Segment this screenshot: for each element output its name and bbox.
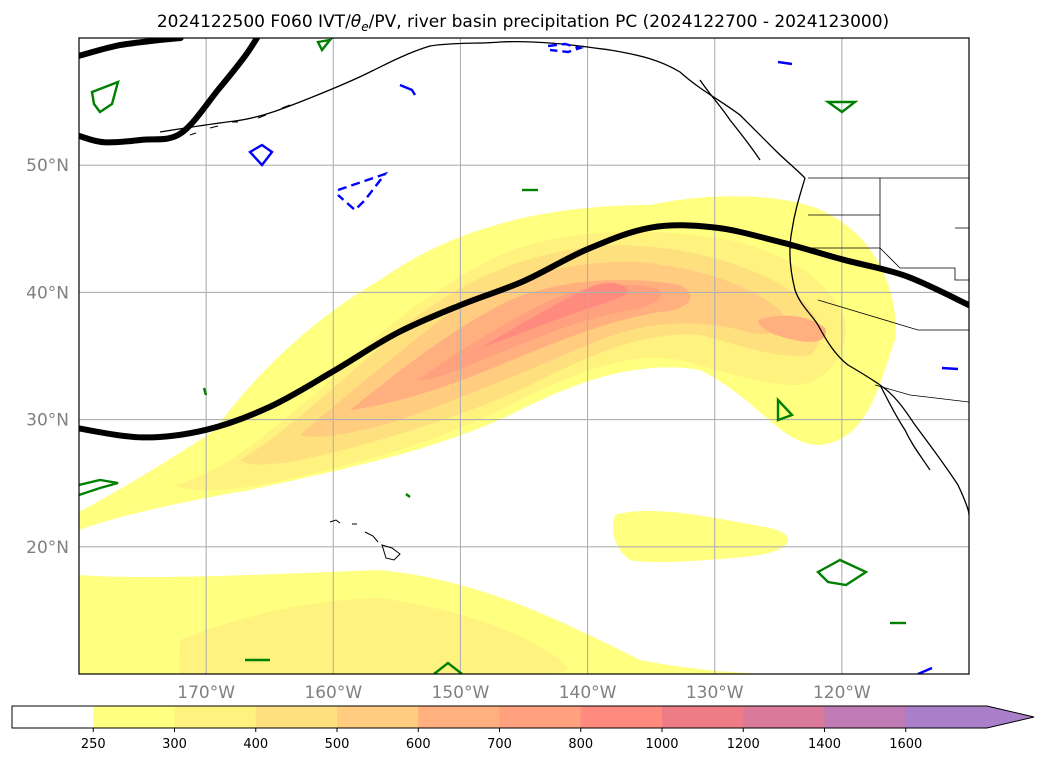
colorbar-segment xyxy=(337,706,419,728)
colorbar-tick-label: 800 xyxy=(568,737,593,752)
pv-contour-negative xyxy=(941,366,959,371)
colorbar-segment xyxy=(174,706,257,728)
pv-contour-positive xyxy=(776,396,795,422)
colorbar-tick-label: 400 xyxy=(243,737,268,752)
lat-lon-grid xyxy=(79,38,969,674)
lon-tick-label: 140°W xyxy=(559,683,617,703)
colorbar-tick-label: 1200 xyxy=(727,737,760,752)
colorbar-segment xyxy=(743,706,825,728)
pv-contour-positive xyxy=(816,558,869,587)
alaska-panhandle xyxy=(699,79,761,161)
pv-contour-positive xyxy=(405,493,411,498)
ivt-band-250-mid xyxy=(613,510,789,563)
colorbar-segment xyxy=(824,706,907,728)
colorbar-segment xyxy=(499,706,582,728)
pv-contour-negative xyxy=(917,666,933,674)
colorbar-segment xyxy=(93,706,175,728)
lon-tick-label: 120°W xyxy=(813,683,871,703)
coastlines xyxy=(159,40,969,516)
colorbar-tick-label: 300 xyxy=(162,737,187,752)
ivt-band-800 xyxy=(480,282,628,348)
hawaii-islands xyxy=(329,519,401,561)
colorbar-extend-arrow xyxy=(987,706,1034,728)
pv-contour-positive xyxy=(433,661,463,674)
lon-tick-label: 170°W xyxy=(177,683,235,703)
lon-tick-label: 150°W xyxy=(432,683,490,703)
jet-layer xyxy=(79,38,969,441)
lat-tick-label: 30°N xyxy=(26,411,69,431)
colorbar-segment xyxy=(905,706,988,728)
ivt-band-300-south xyxy=(179,598,568,674)
axis-labels: 170°W 160°W 150°W 140°W 130°W 120°W 20°N 30°N 40… xyxy=(26,156,871,703)
colorbar-segment xyxy=(12,706,94,728)
pv-contour-negative xyxy=(248,143,274,167)
ivt-shading xyxy=(79,196,896,674)
colorbar-segment xyxy=(255,706,338,728)
pv-thick-contour xyxy=(79,38,184,59)
aleutian-islands xyxy=(189,104,291,136)
pv-contour-negative xyxy=(337,171,389,212)
pv-contour-negative xyxy=(399,83,417,96)
pv-contour-positive xyxy=(316,38,333,53)
pv-contour-positive xyxy=(90,80,120,114)
state-lines xyxy=(790,178,969,403)
map-frame xyxy=(78,37,970,675)
pv-contour-positive xyxy=(202,387,208,396)
pv-contours xyxy=(79,38,959,674)
lat-tick-label: 40°N xyxy=(26,283,69,303)
pv-contour-negative xyxy=(547,42,585,54)
colorbar-tick-label: 1400 xyxy=(808,737,841,752)
baja-california xyxy=(879,384,931,471)
colorbar-outline xyxy=(11,705,1035,729)
colorbar-tick-label: 700 xyxy=(487,737,512,752)
colorbar-tick-label: 600 xyxy=(406,737,431,752)
map-panel xyxy=(79,38,969,674)
figure-title: 2024122500 F060 IVT/θe/PV, river basin p… xyxy=(157,12,889,34)
colorbar-tick-label: 1000 xyxy=(645,737,678,752)
pv-contour-negative xyxy=(777,60,793,66)
colorbar-tick-label: 1600 xyxy=(889,737,922,752)
lat-tick-label: 50°N xyxy=(26,156,69,176)
colorbar-segment xyxy=(580,706,663,728)
colorbar-tick-label: 500 xyxy=(325,737,350,752)
pv-contour-positive xyxy=(79,478,119,497)
borders xyxy=(790,177,969,403)
lon-tick-label: 160°W xyxy=(304,683,362,703)
jet-axis-line xyxy=(79,222,969,441)
colorbar: 250 300 400 500 600 700 800 1000 1200 1400 1600 xyxy=(11,705,1035,752)
lon-tick-label: 130°W xyxy=(686,683,744,703)
lat-tick-label: 20°N xyxy=(26,538,69,558)
colorbar-segment xyxy=(418,706,500,728)
alaska-coast xyxy=(159,40,806,179)
pv-thick-contour xyxy=(79,38,260,146)
pv-contour-positive xyxy=(824,100,859,114)
colorbar-segment xyxy=(662,706,744,728)
ivt-band-700 xyxy=(418,284,661,381)
islands xyxy=(189,104,401,561)
north-america-coast xyxy=(789,177,969,516)
colorbar-tick-label: 250 xyxy=(81,737,106,752)
ivt-band-600-coast xyxy=(758,315,826,342)
